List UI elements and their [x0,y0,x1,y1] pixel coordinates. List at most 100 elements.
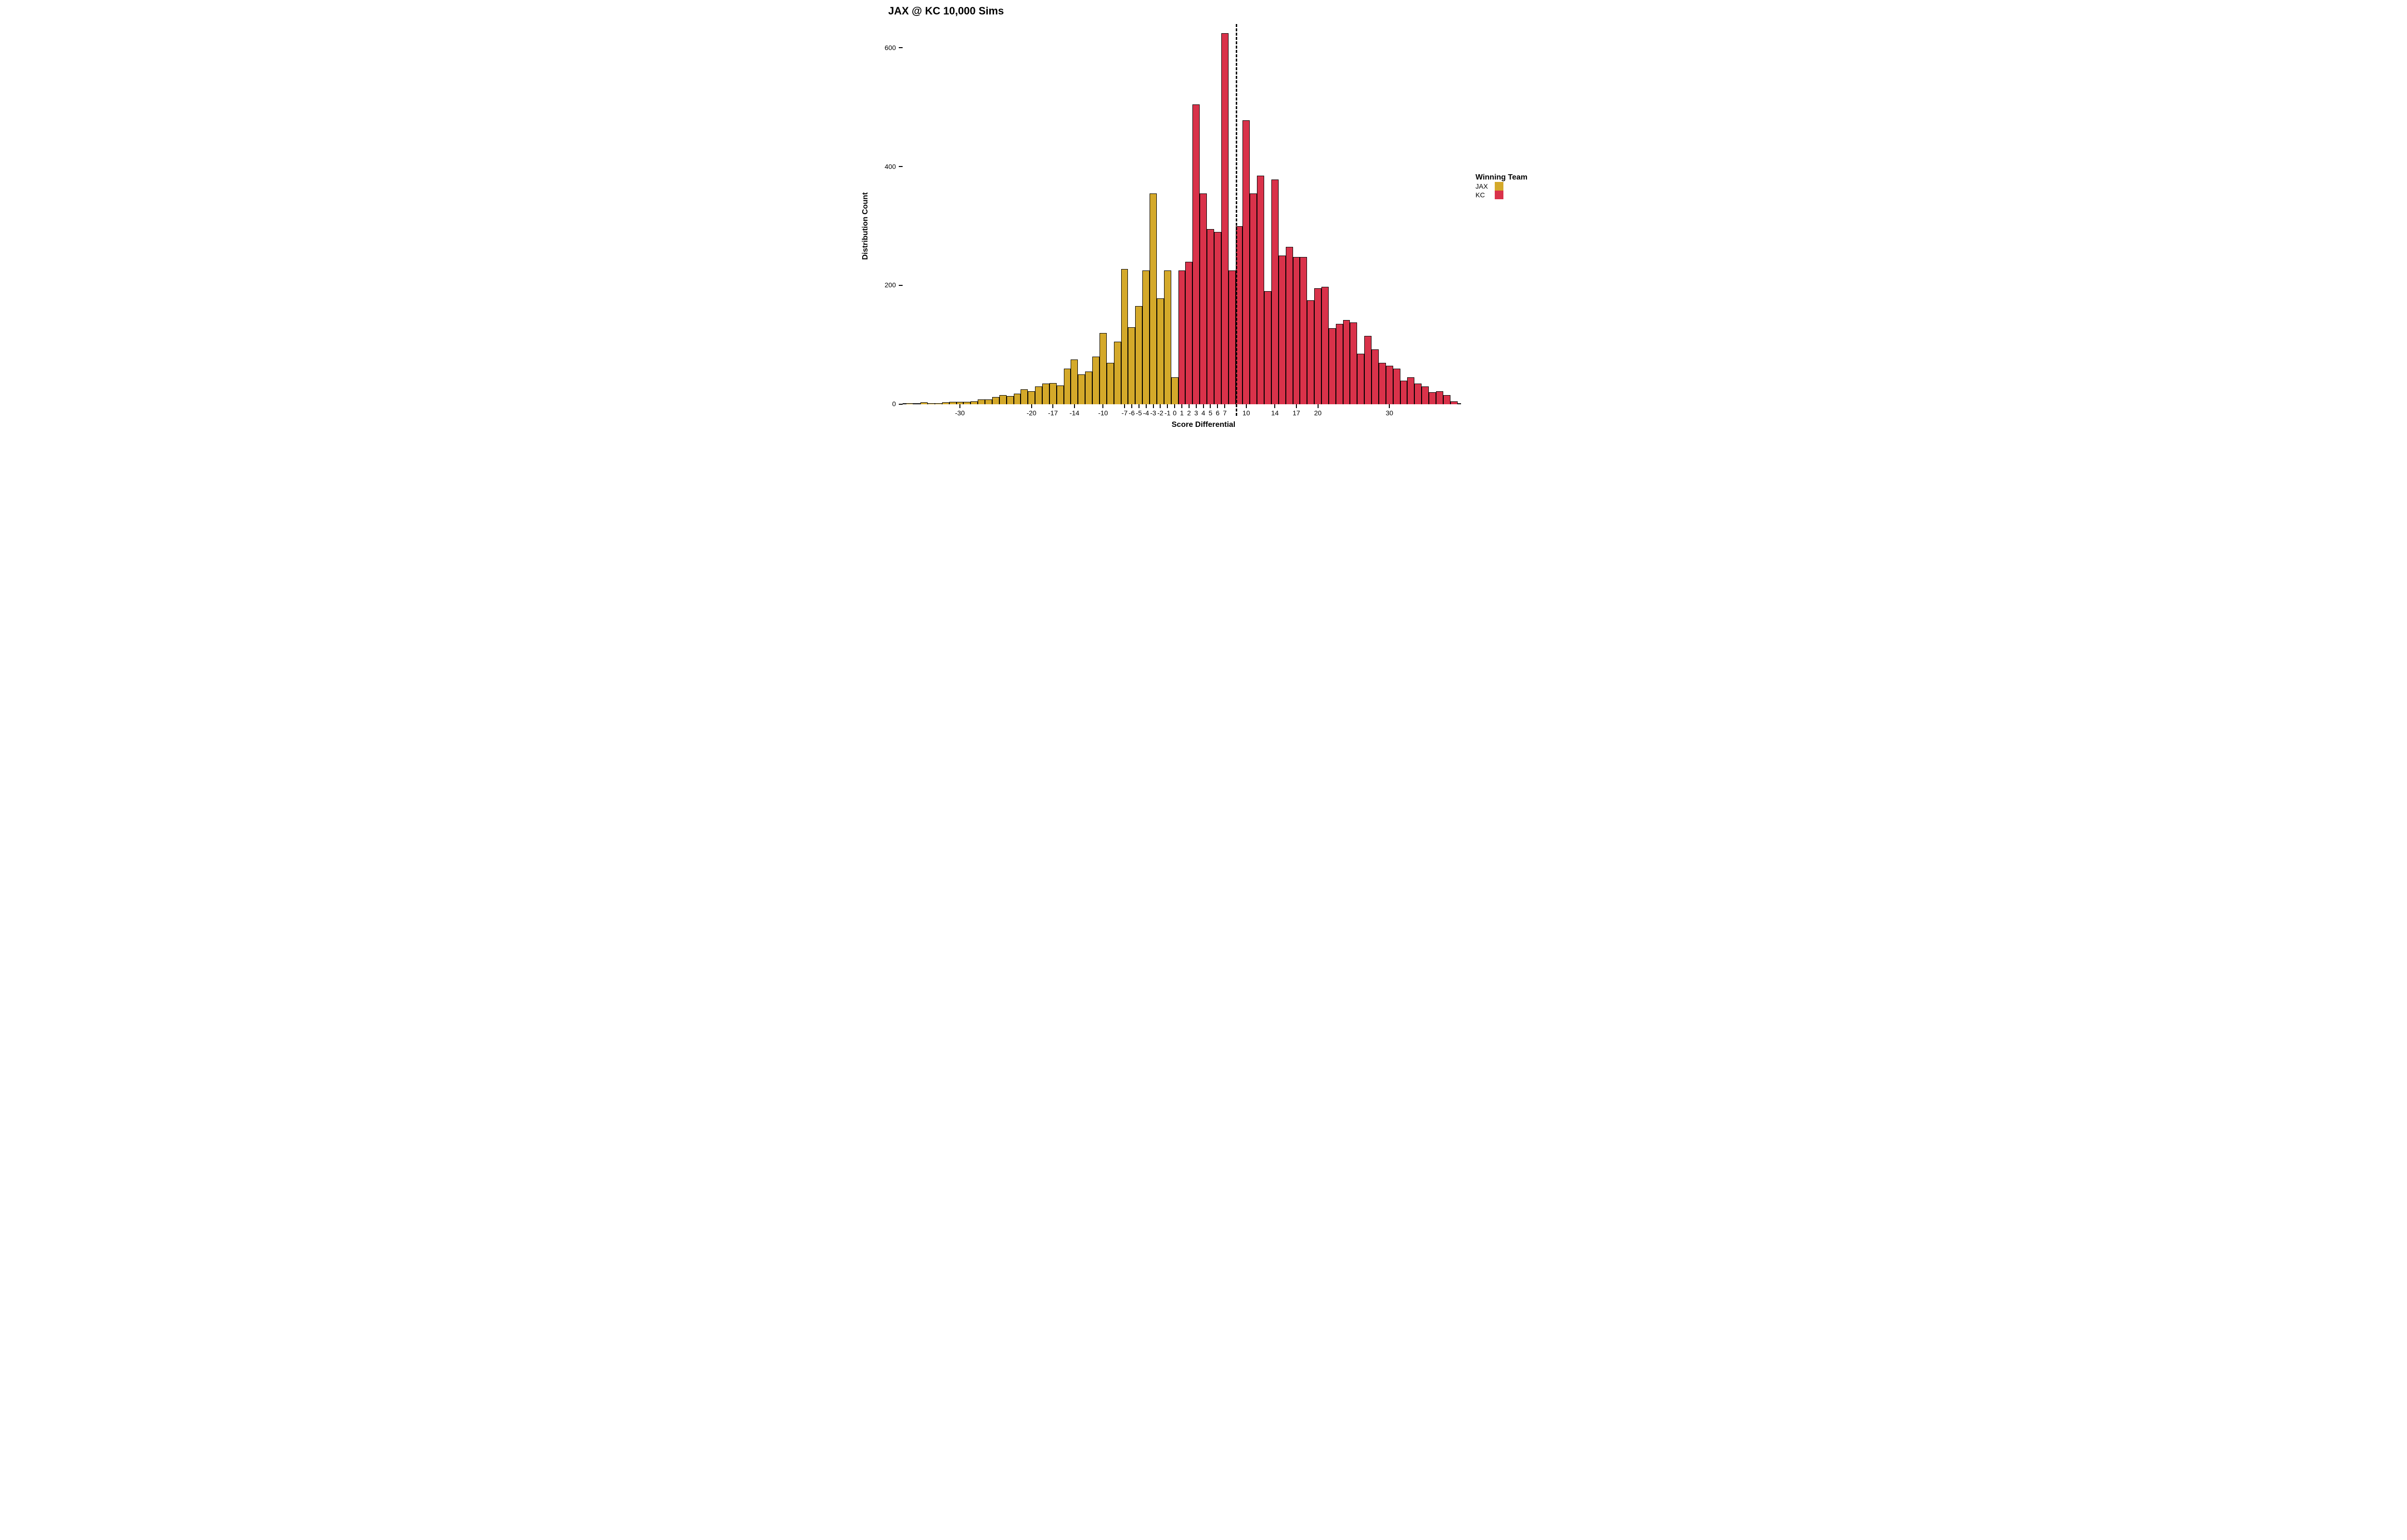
histogram-bar [1257,176,1264,404]
histogram-bar [1221,33,1229,404]
x-tick-label: 10 [1242,409,1250,417]
histogram-bar [985,399,992,404]
y-tick [899,47,903,48]
histogram-bar [949,402,957,404]
histogram-bar [1150,193,1157,404]
histogram-bar [1293,257,1300,404]
histogram-bar [1021,389,1028,404]
histogram-bar [1300,257,1307,404]
x-tick [1052,404,1053,408]
x-tick-label: -17 [1048,409,1058,417]
x-tick-label: 2 [1187,409,1191,417]
x-tick-label: 6 [1216,409,1219,417]
x-tick [1296,404,1297,408]
histogram-bar [1200,193,1207,404]
histogram-bar [1035,386,1042,404]
x-tick-label: 3 [1194,409,1198,417]
histogram-bar [1386,366,1393,404]
x-tick-label: 1 [1180,409,1184,417]
legend-item-label: KC [1475,191,1492,199]
y-tick [899,404,903,405]
histogram-bar [1372,349,1379,404]
x-tick [1074,404,1075,408]
x-tick [1124,404,1125,408]
histogram-bar [978,399,985,404]
histogram-bar [1271,180,1279,404]
x-tick-label: -10 [1098,409,1108,417]
histogram-bar [1071,359,1078,404]
histogram-bar [1329,328,1336,404]
y-tick-label: 200 [872,281,896,289]
histogram-bar [1171,377,1178,404]
legend-swatch [1495,191,1503,199]
x-tick [959,404,960,408]
legend-item-label: JAX [1475,182,1492,190]
x-tick [1196,404,1197,408]
histogram-bar [1286,247,1293,404]
histogram-bar [1100,333,1107,404]
x-tick [1146,404,1147,408]
histogram-bar [1028,391,1035,404]
simulation-histogram-figure: JAX @ KC 10,000 Sims Distribution Count … [850,0,1557,443]
legend-swatch [1495,182,1503,191]
histogram-bar [1007,396,1014,404]
x-tick [1210,404,1211,408]
histogram-bar [1107,363,1114,404]
histogram-bar [1400,381,1408,404]
x-tick [1160,404,1161,408]
histogram-bar [971,401,978,404]
legend-items: JAXKC [1475,182,1527,199]
x-tick [1102,404,1103,408]
x-tick [1224,404,1225,408]
plot-area [903,24,1461,404]
histogram-bar [1321,287,1329,404]
legend-title: Winning Team [1475,173,1527,182]
histogram-bar [928,403,935,404]
histogram-bar [1178,270,1186,404]
histogram-bar [963,402,971,404]
legend-item: JAX [1475,182,1527,191]
histogram-bar [1207,229,1214,404]
histogram-bar [906,403,913,404]
histogram-bar [999,395,1007,404]
histogram-bar [1242,120,1250,404]
x-tick [1318,404,1319,408]
x-tick-label: 7 [1223,409,1227,417]
x-tick [1274,404,1275,408]
histogram-bar [1042,384,1049,404]
x-tick-label: 17 [1293,409,1300,417]
y-tick [899,285,903,286]
chart-title: JAX @ KC 10,000 Sims [888,5,1004,17]
histogram-bar [1014,394,1021,404]
histogram-bar [1085,372,1092,404]
x-tick-label: -6 [1129,409,1135,417]
x-tick-label: 20 [1314,409,1322,417]
x-tick-label: -2 [1157,409,1163,417]
x-tick [1174,404,1175,408]
x-tick-label: 30 [1385,409,1393,417]
y-tick-label: 400 [872,163,896,170]
x-tick-label: 5 [1209,409,1213,417]
x-tick-label: -7 [1122,409,1127,417]
x-tick [1389,404,1390,408]
x-tick [1189,404,1190,408]
histogram-bar [1049,383,1057,404]
histogram-bar [1343,320,1350,404]
histogram-bar [1078,374,1085,404]
x-tick-label: -20 [1027,409,1036,417]
x-tick [1203,404,1204,408]
histogram-bar [1407,377,1414,404]
x-tick [1246,404,1247,408]
histogram-bar [1450,401,1458,404]
histogram-bar [1314,288,1321,404]
histogram-bar [1336,324,1343,404]
y-tick-label: 600 [872,44,896,51]
histogram-bar [1429,392,1436,404]
x-tick-label: -5 [1136,409,1142,417]
histogram-bar [1164,270,1171,404]
x-tick [1031,404,1032,408]
histogram-bar [1357,354,1364,404]
x-tick-label: -30 [955,409,965,417]
histogram-bar [1364,336,1372,404]
histogram-bar [1057,385,1064,405]
